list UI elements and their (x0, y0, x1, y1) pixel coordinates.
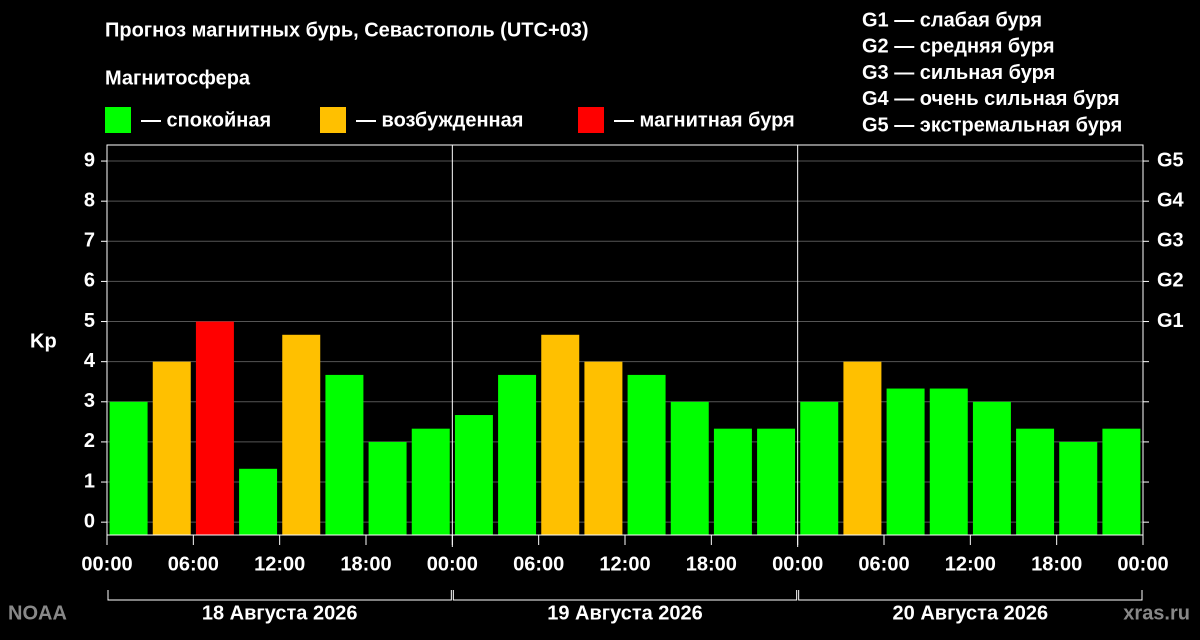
legend-swatch (578, 107, 604, 133)
y2-tick-label: G4 (1157, 189, 1185, 211)
x-tick-label: 12:00 (254, 553, 305, 575)
bar (843, 361, 882, 535)
bar (454, 415, 493, 535)
x-tick-label: 00:00 (772, 553, 823, 575)
y-tick-label: 6 (84, 270, 95, 292)
y2-tick-label: G5 (1157, 149, 1184, 171)
bar (757, 428, 796, 535)
y2-tick-label: G1 (1157, 310, 1184, 332)
scale-legend-item: G4 — очень сильная буря (862, 88, 1120, 110)
bar (195, 321, 234, 535)
x-tick-label: 18:00 (340, 553, 391, 575)
x-tick-label: 18:00 (686, 553, 737, 575)
day-bracket (107, 590, 452, 601)
day-label: 19 Августа 2026 (547, 602, 703, 624)
x-tick-label: 00:00 (1117, 553, 1168, 575)
legend-label: — магнитная буря (614, 109, 795, 131)
day-bracket (798, 590, 1143, 601)
bar (239, 468, 278, 535)
x-tick-label: 06:00 (858, 553, 909, 575)
bar (1016, 428, 1055, 535)
y-tick-label: 8 (84, 189, 95, 211)
y-tick-label: 7 (84, 230, 95, 252)
bar (109, 401, 148, 535)
bar (584, 361, 623, 535)
bar (670, 401, 709, 535)
legend-label: — спокойная (141, 109, 271, 131)
y2-tick-label: G3 (1157, 230, 1184, 252)
bar (411, 428, 450, 535)
bar (1102, 428, 1141, 535)
scale-legend-item: G1 — слабая буря (862, 9, 1042, 31)
x-tick-label: 00:00 (81, 553, 132, 575)
bar (800, 401, 839, 535)
bar (498, 374, 537, 535)
scale-legend-item: G2 — средняя буря (862, 36, 1055, 58)
x-tick-label: 12:00 (945, 553, 996, 575)
y-tick-label: 0 (84, 510, 95, 532)
y2-tick-label: G2 (1157, 270, 1184, 292)
bar (152, 361, 191, 535)
y-tick-label: 1 (84, 470, 95, 492)
bar (886, 388, 925, 535)
y-tick-label: 4 (84, 350, 96, 372)
day-label: 20 Августа 2026 (893, 602, 1049, 624)
day-label: 18 Августа 2026 (202, 602, 358, 624)
scale-legend-item: G3 — сильная буря (862, 62, 1055, 84)
x-tick-label: 06:00 (168, 553, 219, 575)
source: xras.ru (1123, 602, 1190, 624)
day-bracket (452, 590, 798, 601)
bar (713, 428, 752, 535)
chart-title: Прогноз магнитных бурь, Севастополь (UTC… (105, 19, 589, 41)
x-tick-label: 06:00 (513, 553, 564, 575)
legend-label: — возбужденная (356, 109, 523, 131)
legend-swatch (105, 107, 131, 133)
bar (541, 334, 580, 535)
y-axis-label: Kp (30, 330, 57, 352)
y-tick-label: 9 (84, 149, 95, 171)
bar (972, 401, 1011, 535)
bar (368, 441, 407, 535)
bar (1059, 441, 1098, 535)
x-tick-label: 12:00 (599, 553, 650, 575)
bar (627, 374, 666, 535)
y-tick-label: 5 (84, 310, 95, 332)
bar (282, 334, 321, 535)
bar (325, 374, 364, 535)
bar (929, 388, 968, 535)
legend-swatch (320, 107, 346, 133)
source: NOAA (8, 602, 67, 624)
legend-title: Магнитосфера (105, 67, 251, 89)
x-tick-label: 18:00 (1031, 553, 1082, 575)
y-tick-label: 3 (84, 390, 95, 412)
y-tick-label: 2 (84, 430, 95, 452)
scale-legend-item: G5 — экстремальная буря (862, 114, 1122, 136)
x-tick-label: 00:00 (427, 553, 478, 575)
